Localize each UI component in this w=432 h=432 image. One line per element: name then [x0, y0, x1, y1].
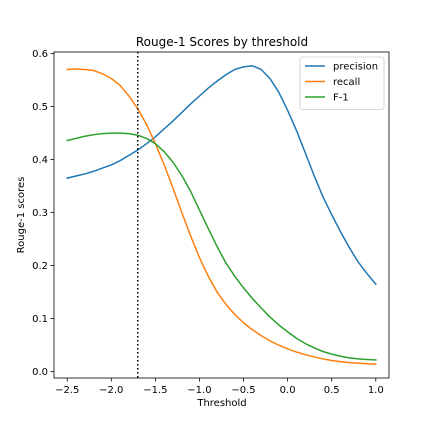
y-tick-label: 0.0 [32, 367, 48, 378]
series-line-precision [66, 65, 377, 286]
y-tick-label: 0.3 [32, 208, 48, 219]
chart-title: Rouge-1 Scores by threshold [136, 35, 308, 49]
x-tick-label: 1.0 [368, 385, 384, 396]
legend-label-f-1: F-1 [333, 93, 349, 104]
series-lines [66, 65, 377, 366]
y-tick-label: 0.6 [32, 49, 48, 60]
y-axis-ticks: 0.0 0.1 0.2 0.3 0.4 0.5 0.6 [32, 49, 54, 378]
legend-label-recall: recall [333, 77, 360, 88]
series-line-f-1 [66, 132, 377, 361]
x-axis-label: Threshold [196, 398, 246, 409]
y-tick-label: 0.4 [32, 155, 48, 166]
legend-label-precision: precision [333, 62, 378, 73]
y-tick-label: 0.5 [32, 102, 48, 113]
x-tick-label: −0.5 [231, 385, 255, 396]
x-tick-label: −2.0 [99, 385, 123, 396]
x-tick-label: −2.5 [55, 385, 79, 396]
axes-frame [53, 51, 390, 379]
series-line-recall [66, 68, 377, 366]
legend: precision recall F-1 [299, 56, 385, 110]
y-tick-label: 0.2 [32, 261, 48, 272]
x-axis-ticks: −2.5 −2.0 −1.5 −1.0 −0.5 0.0 0.5 1.0 [55, 378, 384, 396]
x-tick-label: 0.0 [280, 385, 296, 396]
y-tick-label: 0.1 [32, 314, 48, 325]
y-axis-label: Rouge-1 scores [16, 177, 27, 254]
x-tick-label: −1.5 [143, 385, 167, 396]
x-tick-label: −1.0 [187, 385, 211, 396]
x-tick-label: 0.5 [324, 385, 340, 396]
